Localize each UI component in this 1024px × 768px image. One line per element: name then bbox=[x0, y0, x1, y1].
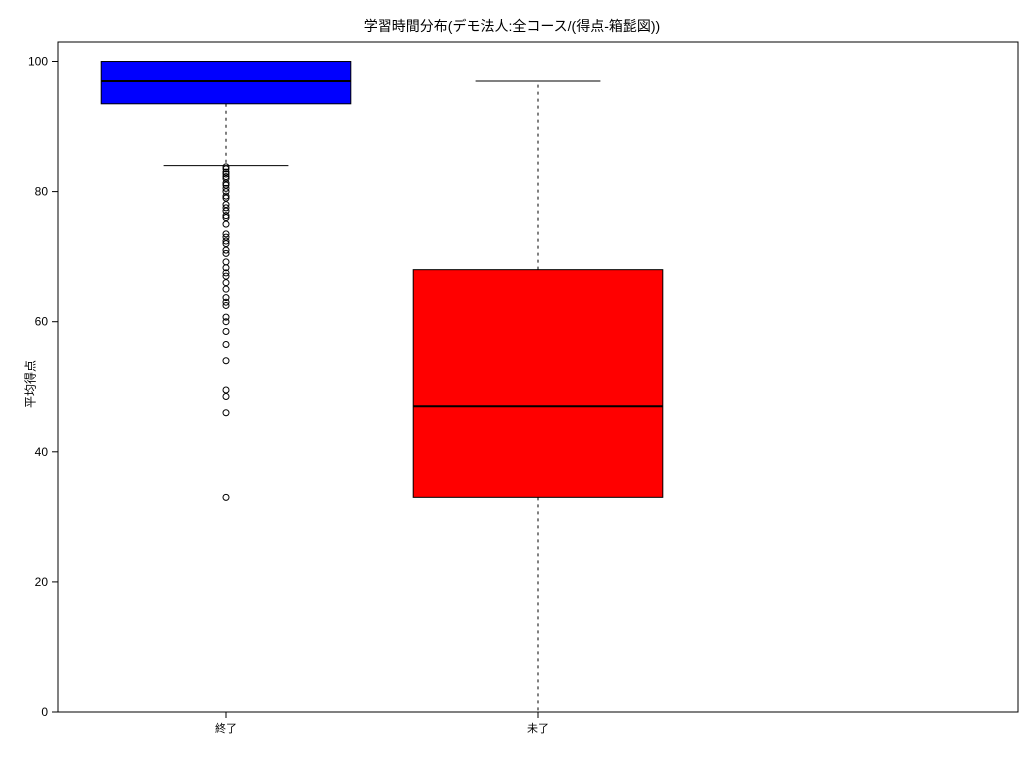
box bbox=[413, 270, 663, 498]
y-tick-label: 20 bbox=[35, 575, 49, 589]
outlier-point bbox=[223, 259, 229, 265]
outlier-point bbox=[223, 286, 229, 292]
outlier-point bbox=[223, 358, 229, 364]
chart-title: 学習時間分布(デモ法人:全コース/(得点-箱髭図)) bbox=[0, 16, 1024, 36]
outlier-point bbox=[223, 221, 229, 227]
x-tick-label: 終了 bbox=[215, 721, 237, 735]
outlier-point bbox=[223, 295, 229, 301]
y-tick-label: 80 bbox=[35, 185, 49, 199]
outlier-point bbox=[223, 314, 229, 320]
chart-svg: 0 20 40 60 80 100 終了 未了 bbox=[0, 0, 1024, 768]
outlier-point bbox=[223, 341, 229, 347]
y-tick-label: 100 bbox=[28, 55, 48, 69]
outlier-point bbox=[223, 394, 229, 400]
outlier-point bbox=[223, 328, 229, 334]
y-tick-label: 60 bbox=[35, 315, 49, 329]
y-tick-label: 0 bbox=[41, 705, 48, 719]
outlier-point bbox=[223, 280, 229, 286]
box bbox=[101, 62, 351, 104]
y-tick-label: 40 bbox=[35, 445, 49, 459]
boxplot-chart: 学習時間分布(デモ法人:全コース/(得点-箱髭図)) 平均得点 0 20 40 60 8… bbox=[0, 0, 1024, 768]
x-tick-label: 未了 bbox=[527, 722, 549, 735]
outlier-point bbox=[223, 494, 229, 500]
y-axis-label: 平均得点 bbox=[22, 360, 39, 408]
outlier-point bbox=[223, 410, 229, 416]
outlier-point bbox=[223, 387, 229, 393]
